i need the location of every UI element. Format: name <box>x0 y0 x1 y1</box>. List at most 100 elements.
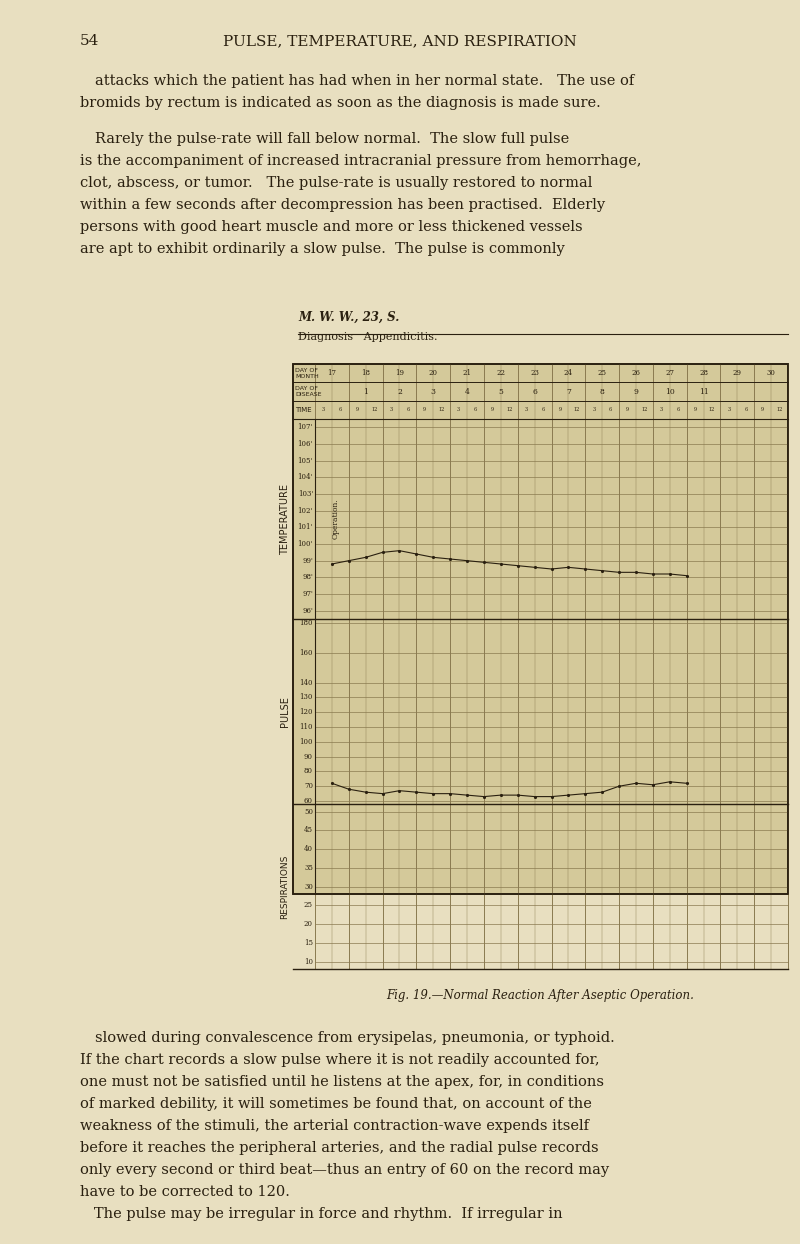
Text: 110: 110 <box>299 723 313 731</box>
Text: of marked debility, it will sometimes be found that, on account of the: of marked debility, it will sometimes be… <box>80 1097 592 1111</box>
Text: 9: 9 <box>558 407 562 412</box>
Text: 12: 12 <box>438 407 445 412</box>
Text: 6: 6 <box>609 407 612 412</box>
Text: 60: 60 <box>304 797 313 805</box>
Text: 96: 96 <box>304 607 313 615</box>
Text: 21: 21 <box>462 369 471 377</box>
Text: 100: 100 <box>299 738 313 746</box>
Text: 25: 25 <box>304 901 313 909</box>
Text: 45: 45 <box>304 826 313 835</box>
Text: The pulse may be irregular in force and rhythm.  If irregular in: The pulse may be irregular in force and … <box>80 1207 562 1222</box>
Text: 6: 6 <box>474 407 477 412</box>
Text: RESPIRATIONS: RESPIRATIONS <box>281 855 290 918</box>
Text: 7: 7 <box>566 387 571 396</box>
Text: 102: 102 <box>299 506 313 515</box>
Text: Fig. 19.—Normal Reaction After Aseptic Operation.: Fig. 19.—Normal Reaction After Aseptic O… <box>386 989 694 1001</box>
Text: 24: 24 <box>564 369 573 377</box>
Text: one must not be satisfied until he listens at the apex, for, in conditions: one must not be satisfied until he liste… <box>80 1075 604 1088</box>
Text: 103': 103' <box>298 490 313 498</box>
Text: Operation.: Operation. <box>331 499 339 540</box>
Text: 26: 26 <box>631 369 641 377</box>
Text: 54: 54 <box>80 34 99 49</box>
Text: 23: 23 <box>530 369 539 377</box>
Text: 5: 5 <box>498 387 503 396</box>
Text: 9: 9 <box>356 407 358 412</box>
Text: 3: 3 <box>322 407 325 412</box>
Text: 98': 98' <box>302 573 313 581</box>
Text: 25: 25 <box>598 369 606 377</box>
Text: before it reaches the peripheral arteries, and the radial pulse records: before it reaches the peripheral arterie… <box>80 1141 598 1154</box>
Text: 104: 104 <box>299 473 313 481</box>
Text: 70: 70 <box>304 782 313 790</box>
Text: PULSE: PULSE <box>280 697 290 726</box>
Text: 19: 19 <box>395 369 404 377</box>
Text: 30: 30 <box>766 369 775 377</box>
Text: 6: 6 <box>542 407 545 412</box>
Text: 3: 3 <box>727 407 730 412</box>
Text: M. W. W., 23, S.: M. W. W., 23, S. <box>298 311 399 323</box>
Text: 9: 9 <box>626 407 629 412</box>
Text: 30: 30 <box>304 882 313 891</box>
Text: are apt to exhibit ordinarily a slow pulse.  The pulse is commonly: are apt to exhibit ordinarily a slow pul… <box>80 243 565 256</box>
Text: 12: 12 <box>642 407 647 412</box>
Text: 9: 9 <box>761 407 764 412</box>
Text: 12: 12 <box>506 407 512 412</box>
Text: 3: 3 <box>390 407 393 412</box>
Text: 40: 40 <box>304 845 313 853</box>
Text: 10: 10 <box>304 958 313 965</box>
Text: 97': 97' <box>302 590 313 598</box>
Text: 6: 6 <box>677 407 680 412</box>
Text: Rarely the pulse-rate will fall below normal.  The slow full pulse: Rarely the pulse-rate will fall below no… <box>95 132 570 146</box>
Text: 106: 106 <box>299 440 313 448</box>
Text: 160: 160 <box>299 649 313 657</box>
Text: 28: 28 <box>699 369 708 377</box>
Text: 103: 103 <box>300 490 313 498</box>
Text: is the accompaniment of increased intracranial pressure from hemorrhage,: is the accompaniment of increased intrac… <box>80 154 642 168</box>
Polygon shape <box>293 364 788 894</box>
Text: 27: 27 <box>666 369 674 377</box>
Text: 3: 3 <box>525 407 528 412</box>
Text: 50: 50 <box>304 807 313 816</box>
Text: 15: 15 <box>304 939 313 947</box>
Text: 20: 20 <box>429 369 438 377</box>
Text: 3: 3 <box>430 387 436 396</box>
Text: within a few seconds after decompression has been practised.  Elderly: within a few seconds after decompression… <box>80 198 605 211</box>
Text: 80: 80 <box>304 768 313 775</box>
Text: clot, abscess, or tumor.   The pulse-rate is usually restored to normal: clot, abscess, or tumor. The pulse-rate … <box>80 175 592 190</box>
Text: 107: 107 <box>299 423 313 432</box>
Text: 140: 140 <box>299 679 313 687</box>
Text: 99': 99' <box>302 556 313 565</box>
Text: 97: 97 <box>304 590 313 598</box>
Text: 120: 120 <box>299 708 313 717</box>
Text: 17: 17 <box>327 369 336 377</box>
Text: 3: 3 <box>660 407 663 412</box>
Text: DAY OF
DISEASE: DAY OF DISEASE <box>295 386 322 397</box>
Text: attacks which the patient has had when in her normal state.   The use of: attacks which the patient has had when i… <box>95 73 634 88</box>
Text: 180: 180 <box>299 620 313 627</box>
Text: 10: 10 <box>665 387 674 396</box>
Text: persons with good heart muscle and more or less thickened vessels: persons with good heart muscle and more … <box>80 220 582 234</box>
Text: 6: 6 <box>338 407 342 412</box>
Text: 9: 9 <box>694 407 697 412</box>
Text: DAY OF
MONTH: DAY OF MONTH <box>295 368 318 378</box>
Text: 6: 6 <box>532 387 537 396</box>
Text: 12: 12 <box>371 407 378 412</box>
Text: 102': 102' <box>298 506 313 515</box>
Text: 20: 20 <box>304 921 313 928</box>
Text: 106': 106' <box>298 440 313 448</box>
Text: 12: 12 <box>574 407 580 412</box>
Text: 9: 9 <box>634 387 638 396</box>
Text: PULSE, TEMPERATURE, AND RESPIRATION: PULSE, TEMPERATURE, AND RESPIRATION <box>223 34 577 49</box>
Text: 12: 12 <box>777 407 782 412</box>
Text: 2: 2 <box>397 387 402 396</box>
Text: 101': 101' <box>298 524 313 531</box>
Text: TEMPERATURE: TEMPERATURE <box>280 484 290 555</box>
Text: Diagnosis   Appendicitis.: Diagnosis Appendicitis. <box>298 332 438 342</box>
Text: 35: 35 <box>304 863 313 872</box>
Text: 8: 8 <box>600 387 605 396</box>
Text: only every second or third beat—thus an entry of 60 on the record may: only every second or third beat—thus an … <box>80 1163 609 1177</box>
Text: slowed during convalescence from erysipelas, pneumonia, or typhoid.: slowed during convalescence from erysipe… <box>95 1031 614 1045</box>
Text: 29: 29 <box>733 369 742 377</box>
Text: 3: 3 <box>457 407 460 412</box>
Text: 6: 6 <box>406 407 410 412</box>
